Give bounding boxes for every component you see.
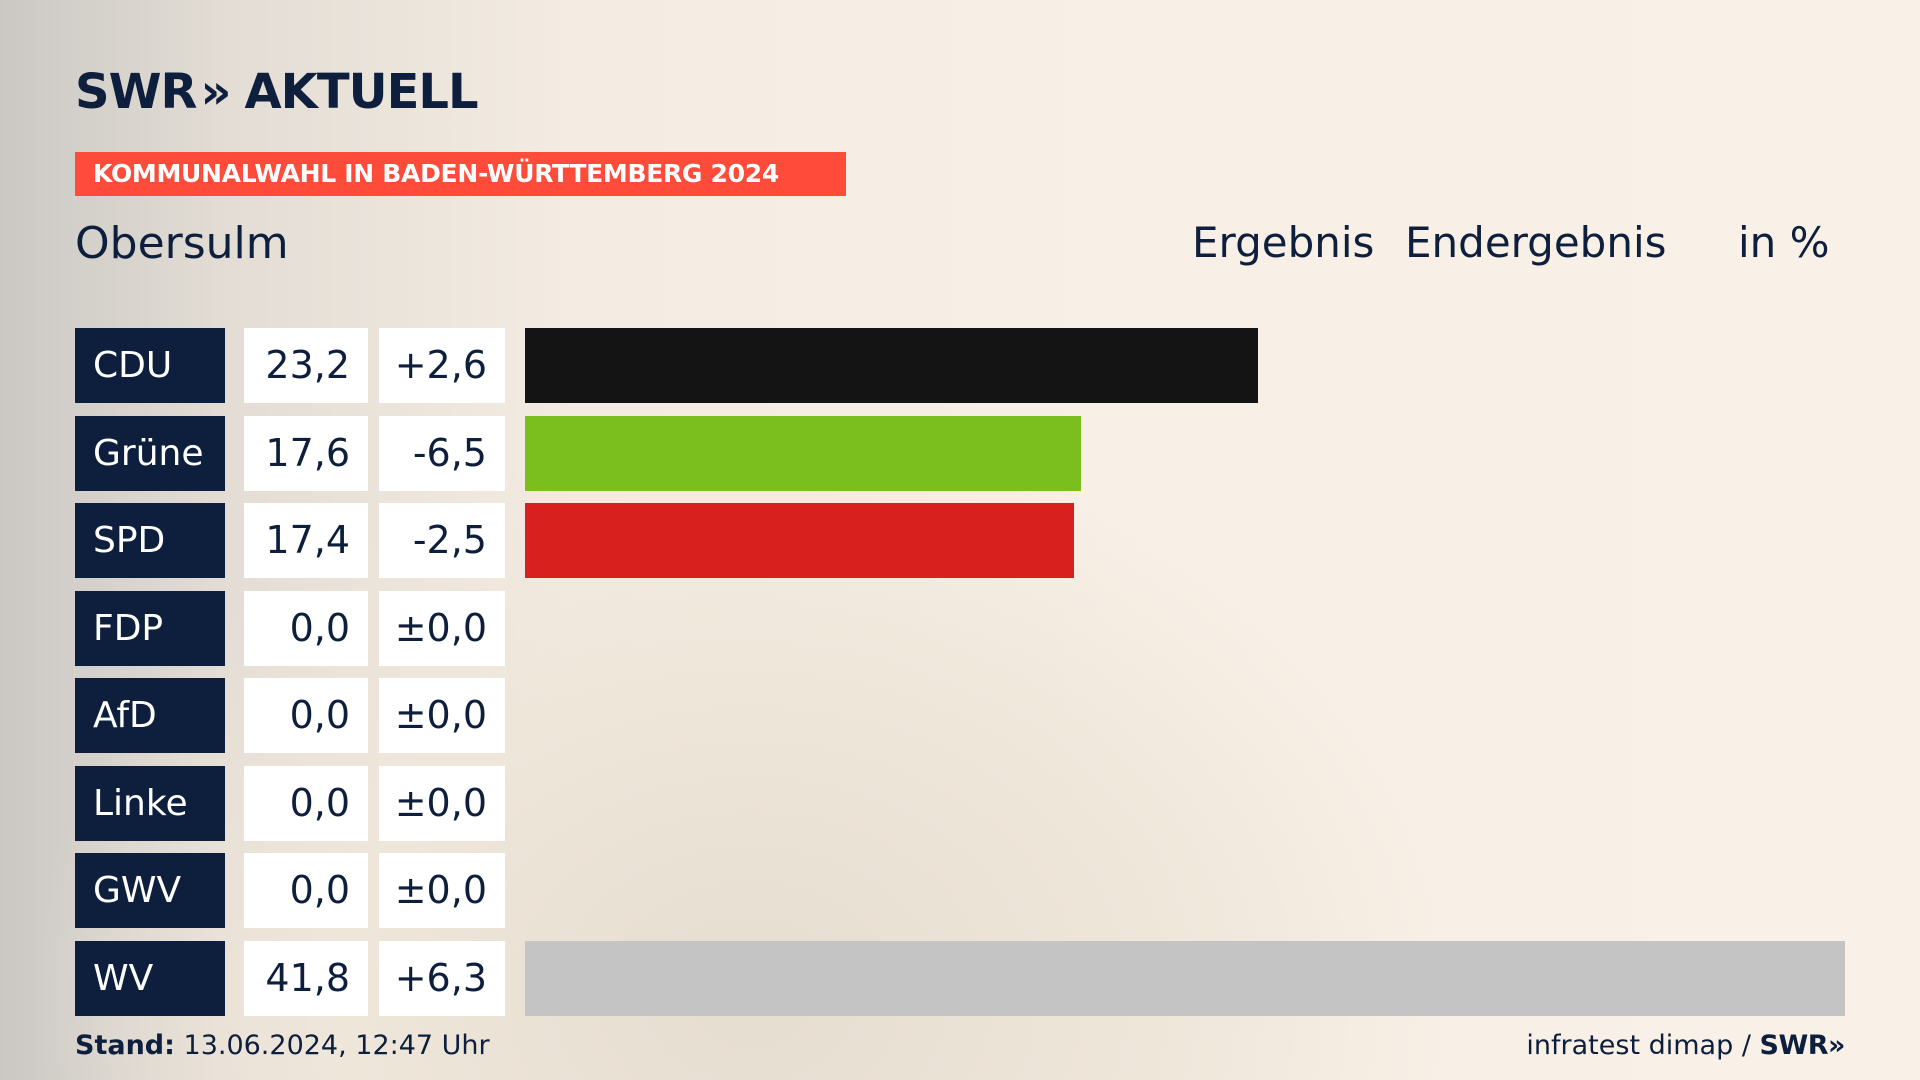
- bar-cdu: [525, 328, 1258, 403]
- vote-share-label: 0,0: [244, 678, 368, 753]
- source-credit: infratest dimap / SWR»: [1526, 1030, 1845, 1061]
- bar-grüne: [525, 415, 1081, 491]
- swr-aktuell-logo: SWR» AKTUELL: [75, 64, 479, 120]
- vote-share-label: 0,0: [244, 590, 368, 666]
- bar-wv: [525, 940, 1845, 1016]
- vote-share-label: 17,4: [244, 503, 368, 578]
- timestamp: Stand: 13.06.2024, 12:47 Uhr: [75, 1030, 490, 1061]
- place-title: Obersulm: [75, 218, 289, 269]
- party-label: GWV: [75, 853, 225, 928]
- party-label: Linke: [75, 765, 225, 841]
- source-text: infratest dimap /: [1526, 1030, 1751, 1061]
- bar-spd: [525, 503, 1074, 578]
- vote-change-label: +2,6: [379, 328, 505, 403]
- party-label: Grüne: [75, 415, 225, 491]
- vote-change-label: ±0,0: [379, 853, 505, 928]
- timestamp-value: 13.06.2024, 12:47 Uhr: [183, 1030, 490, 1061]
- result-row-linke: Linke 0,0 ±0,0: [75, 765, 1845, 841]
- election-banner: KOMMUNALWAHL IN BADEN-WÜRTTEMBERG 2024: [75, 152, 846, 196]
- vote-change-label: ±0,0: [379, 765, 505, 841]
- party-label: CDU: [75, 328, 225, 403]
- result-row-wv: WV 41,8 +6,3: [75, 940, 1845, 1016]
- swr-small-logo: SWR»: [1759, 1030, 1846, 1061]
- vote-share-label: 23,2: [244, 328, 368, 403]
- result-row-fdp: FDP 0,0 ±0,0: [75, 590, 1845, 666]
- result-row-gwv: GWV 0,0 ±0,0: [75, 853, 1845, 928]
- logo-aktuell-text: AKTUELL: [244, 64, 479, 120]
- party-label: SPD: [75, 503, 225, 578]
- party-label: WV: [75, 940, 225, 1016]
- logo-swr-text: SWR: [75, 64, 197, 120]
- result-row-grüne: Grüne 17,6 -6,5: [75, 415, 1845, 491]
- result-row-afd: AfD 0,0 ±0,0: [75, 678, 1845, 753]
- vote-share-label: 17,6: [244, 415, 368, 491]
- vote-change-label: -6,5: [379, 415, 505, 491]
- result-row-spd: SPD 17,4 -2,5: [75, 503, 1845, 578]
- column-header-result: Ergebnis: [1192, 218, 1375, 267]
- vote-change-label: ±0,0: [379, 678, 505, 753]
- party-label: AfD: [75, 678, 225, 753]
- vote-share-label: 0,0: [244, 765, 368, 841]
- column-header-unit: in %: [1738, 218, 1830, 267]
- chevron-right-icon: »: [200, 64, 231, 120]
- result-row-cdu: CDU 23,2 +2,6: [75, 328, 1845, 403]
- party-label: FDP: [75, 590, 225, 666]
- vote-share-label: 0,0: [244, 853, 368, 928]
- vote-change-label: -2,5: [379, 503, 505, 578]
- vote-change-label: +6,3: [379, 940, 505, 1016]
- column-header-status: Endergebnis: [1405, 218, 1667, 267]
- timestamp-label: Stand:: [75, 1030, 175, 1061]
- vote-change-label: ±0,0: [379, 590, 505, 666]
- vote-share-label: 41,8: [244, 940, 368, 1016]
